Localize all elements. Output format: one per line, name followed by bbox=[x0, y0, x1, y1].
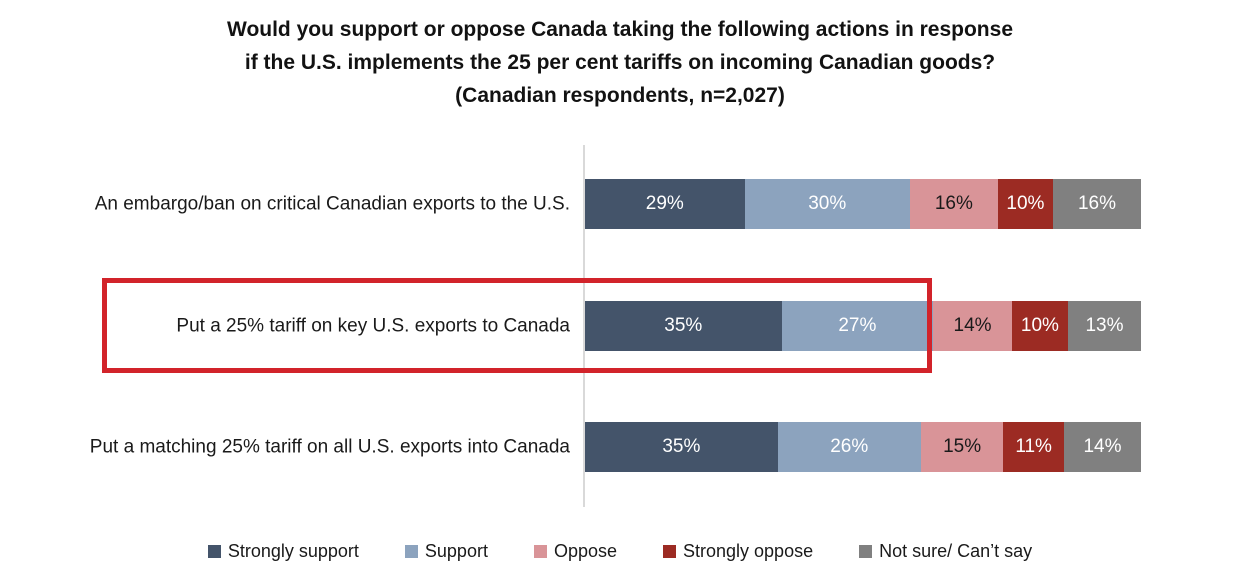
legend-item: Support bbox=[404, 541, 488, 562]
bar-segment: 27% bbox=[781, 301, 934, 351]
segment-value-label: 35% bbox=[662, 436, 701, 457]
segment-value-label: 16% bbox=[1077, 193, 1116, 214]
legend-swatch-icon bbox=[404, 545, 418, 558]
legend-swatch-icon bbox=[859, 545, 873, 558]
segment-value-label: 29% bbox=[645, 193, 684, 214]
legend-item: Oppose bbox=[533, 541, 617, 562]
bar-segment: 14% bbox=[1063, 422, 1141, 472]
bar-segment: 26% bbox=[777, 422, 921, 472]
y-axis-line bbox=[583, 145, 585, 507]
segment-value-label: 30% bbox=[808, 193, 847, 214]
bar-segment: 29% bbox=[585, 179, 745, 229]
category-label: Put a 25% tariff on key U.S. exports to … bbox=[176, 315, 570, 337]
legend-swatch-icon bbox=[533, 545, 547, 558]
segment-value-label: 14% bbox=[953, 315, 992, 336]
legend-swatch-icon bbox=[207, 545, 221, 558]
chart-title-line-3: (Canadian respondents, n=2,027) bbox=[455, 84, 785, 107]
segment-value-label: 16% bbox=[934, 193, 973, 214]
legend-item: Not sure/ Can’t say bbox=[859, 541, 1032, 562]
segment-value-label: 11% bbox=[1015, 436, 1052, 457]
bar-segment: 16% bbox=[1052, 179, 1141, 229]
legend-label: Oppose bbox=[553, 541, 617, 561]
segment-value-label: 14% bbox=[1083, 436, 1122, 457]
chart-title-line-1: Would you support or oppose Canada takin… bbox=[227, 18, 1013, 41]
segment-value-label: 27% bbox=[838, 315, 877, 336]
stacked-bar: 29% 30% 16% 10% 16% bbox=[585, 179, 1141, 229]
legend-label: Not sure/ Can’t say bbox=[879, 541, 1033, 561]
chart-title-line-2: if the U.S. implements the 25 per cent t… bbox=[244, 51, 996, 74]
segment-value-label: 35% bbox=[664, 315, 703, 336]
legend-item: Strongly oppose bbox=[663, 541, 813, 562]
bar-segment: 10% bbox=[1011, 301, 1068, 351]
bar-segment: 14% bbox=[933, 301, 1012, 351]
chart-title: Would you support or oppose Canada takin… bbox=[0, 13, 1240, 112]
segment-value-label: 10% bbox=[1020, 315, 1059, 336]
segment-value-label: 15% bbox=[943, 436, 982, 457]
segment-value-label: 10% bbox=[1006, 193, 1045, 214]
legend-label: Support bbox=[424, 541, 488, 561]
bar-segment: 15% bbox=[920, 422, 1004, 472]
bar-segment: 30% bbox=[744, 179, 910, 229]
category-label: An embargo/ban on critical Canadian expo… bbox=[94, 193, 570, 215]
segment-value-label: 26% bbox=[830, 436, 869, 457]
bar-segment: 35% bbox=[585, 422, 778, 472]
bar-segment: 35% bbox=[585, 301, 782, 351]
stacked-bar: 35% 26% 15% 11% 14% bbox=[585, 422, 1141, 472]
segment-value-label: 13% bbox=[1085, 315, 1124, 336]
legend-item: Strongly support bbox=[207, 541, 359, 562]
bar-segment: 10% bbox=[997, 179, 1053, 229]
legend-label: Strongly support bbox=[227, 541, 359, 561]
legend-label: Strongly oppose bbox=[683, 541, 814, 561]
category-label: Put a matching 25% tariff on all U.S. ex… bbox=[89, 436, 570, 458]
legend: Strongly support Support Oppose Strongly op… bbox=[0, 541, 1240, 562]
legend-swatch-icon bbox=[663, 545, 676, 558]
bar-segment: 11% bbox=[1003, 422, 1064, 472]
bar-segment: 13% bbox=[1067, 301, 1141, 351]
bar-segment: 16% bbox=[909, 179, 998, 229]
stacked-bar: 35% 27% 14% 10% 13% bbox=[585, 301, 1141, 351]
